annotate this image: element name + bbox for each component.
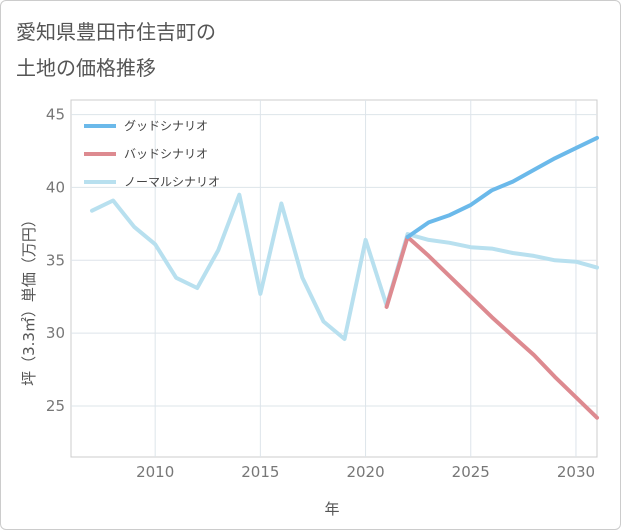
series-line-2 — [90, 192, 599, 341]
x-tick-label: 2010 — [136, 463, 174, 481]
legend-label: グッドシナリオ — [124, 119, 208, 133]
ticks: 2010 2015 2020 2025 2030 25 30 35 40 45 — [46, 106, 595, 481]
series-line-0 — [405, 135, 599, 239]
chart-title-line2: 土地の価格推移 — [16, 56, 156, 80]
x-tick-label: 2015 — [241, 463, 279, 481]
x-tick-label: 2030 — [557, 463, 595, 481]
legend-label: ノーマルシナリオ — [124, 175, 220, 189]
x-tick-label: 2025 — [452, 463, 490, 481]
y-tick-label: 25 — [46, 397, 65, 415]
y-tick-label: 30 — [46, 324, 65, 342]
series-layer — [90, 135, 599, 420]
chart-title: 愛知県豊田市住吉町の 土地の価格推移 — [16, 14, 216, 86]
chart-title-line1: 愛知県豊田市住吉町の — [16, 20, 216, 44]
series-line-1 — [384, 235, 599, 420]
legend-label: バッドシナリオ — [124, 147, 208, 161]
x-tick-label: 2020 — [346, 463, 384, 481]
y-tick-label: 45 — [46, 106, 65, 124]
y-tick-label: 35 — [46, 251, 65, 269]
y-axis-title: 坪（3.3㎡）単価（万円） — [20, 212, 38, 386]
y-tick-label: 40 — [46, 178, 65, 196]
plot-area — [70, 99, 598, 458]
x-axis-title: 年 — [324, 500, 339, 518]
